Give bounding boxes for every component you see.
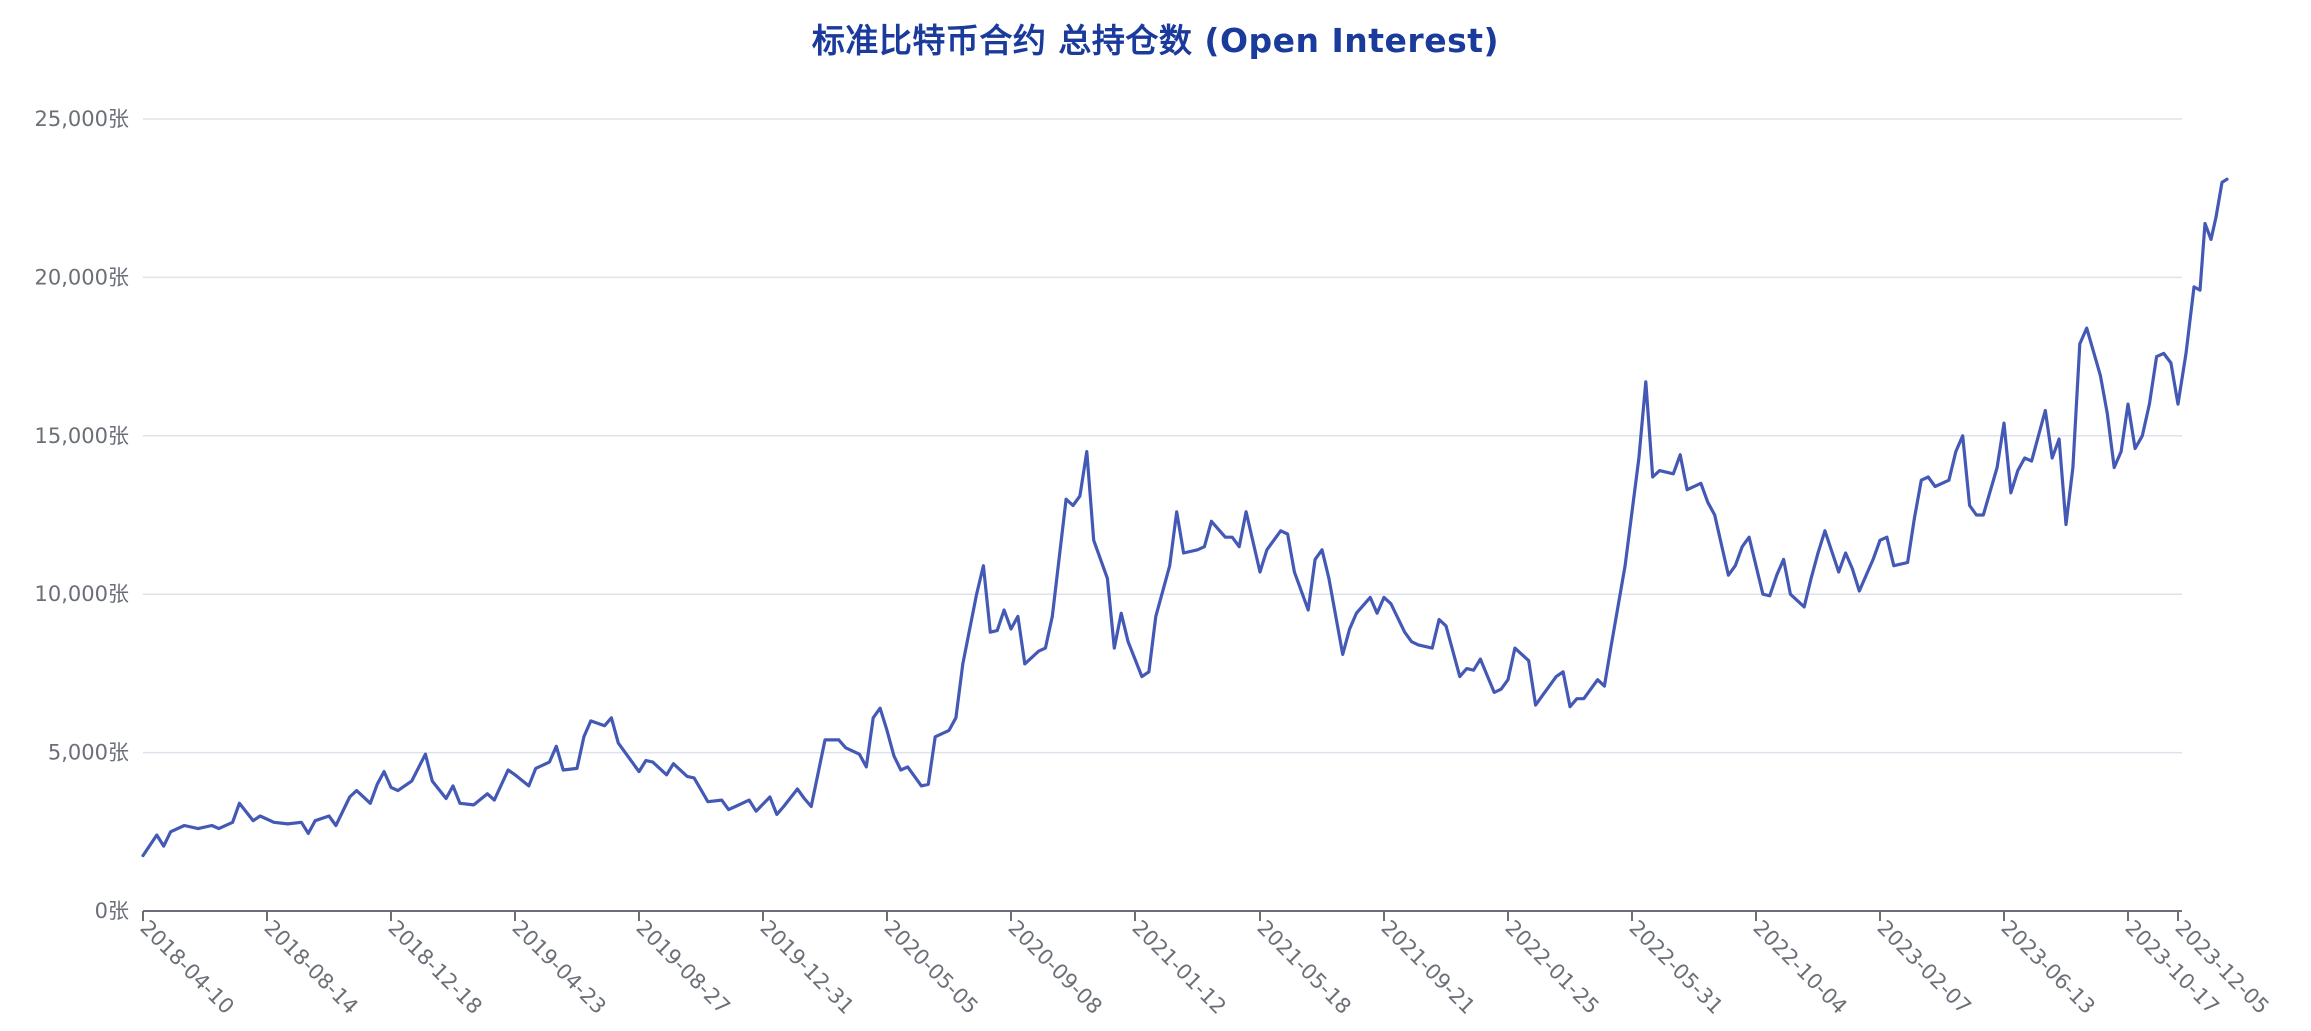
y-tick-label: 10,000张 <box>35 582 129 606</box>
x-tick-label: 2018-04-10 <box>135 916 238 1019</box>
series-line-layer <box>141 177 2229 858</box>
x-tick-label: 2020-05-05 <box>879 916 982 1019</box>
x-tick-label: 2019-08-27 <box>631 916 734 1019</box>
y-tick-label: 0张 <box>95 899 129 923</box>
series-line <box>141 177 2229 858</box>
x-tick-label: 2022-05-31 <box>1624 916 1727 1019</box>
x-tick-label: 2018-08-14 <box>259 916 362 1019</box>
y-tick-label: 20,000张 <box>35 265 129 289</box>
x-tick-label: 2021-01-12 <box>1127 916 1230 1019</box>
x-tick-label: 2021-05-18 <box>1252 916 1355 1019</box>
y-tick-label: 5,000张 <box>48 741 129 765</box>
x-tick-label: 2018-12-18 <box>383 916 486 1019</box>
y-tick-label: 25,000张 <box>35 107 129 131</box>
x-tick-label: 2023-06-13 <box>1996 916 2099 1019</box>
x-tick-label: 2019-04-23 <box>507 916 610 1019</box>
x-tick-label: 2021-09-21 <box>1376 916 1479 1019</box>
x-tick-label: 2022-01-25 <box>1500 916 1603 1019</box>
chart-title: 标准比特币合约 总持仓数 (Open Interest) <box>811 21 1500 60</box>
y-tick-label: 15,000张 <box>35 424 129 448</box>
x-axis: 2018-04-10 2018-08-14 2018-12-18 2019-04-23… <box>135 910 2274 1019</box>
gridlines <box>143 118 2182 754</box>
x-tick-label: 2019-12-31 <box>755 916 858 1019</box>
x-tick-label: 2023-02-07 <box>1872 916 1975 1019</box>
x-tick-label: 2020-09-08 <box>1003 916 1106 1019</box>
x-tick-label: 2022-10-04 <box>1748 916 1851 1019</box>
y-axis-labels: 0张 5,000张 10,000张 15,000张 20,000张 25,000张 <box>35 107 129 923</box>
